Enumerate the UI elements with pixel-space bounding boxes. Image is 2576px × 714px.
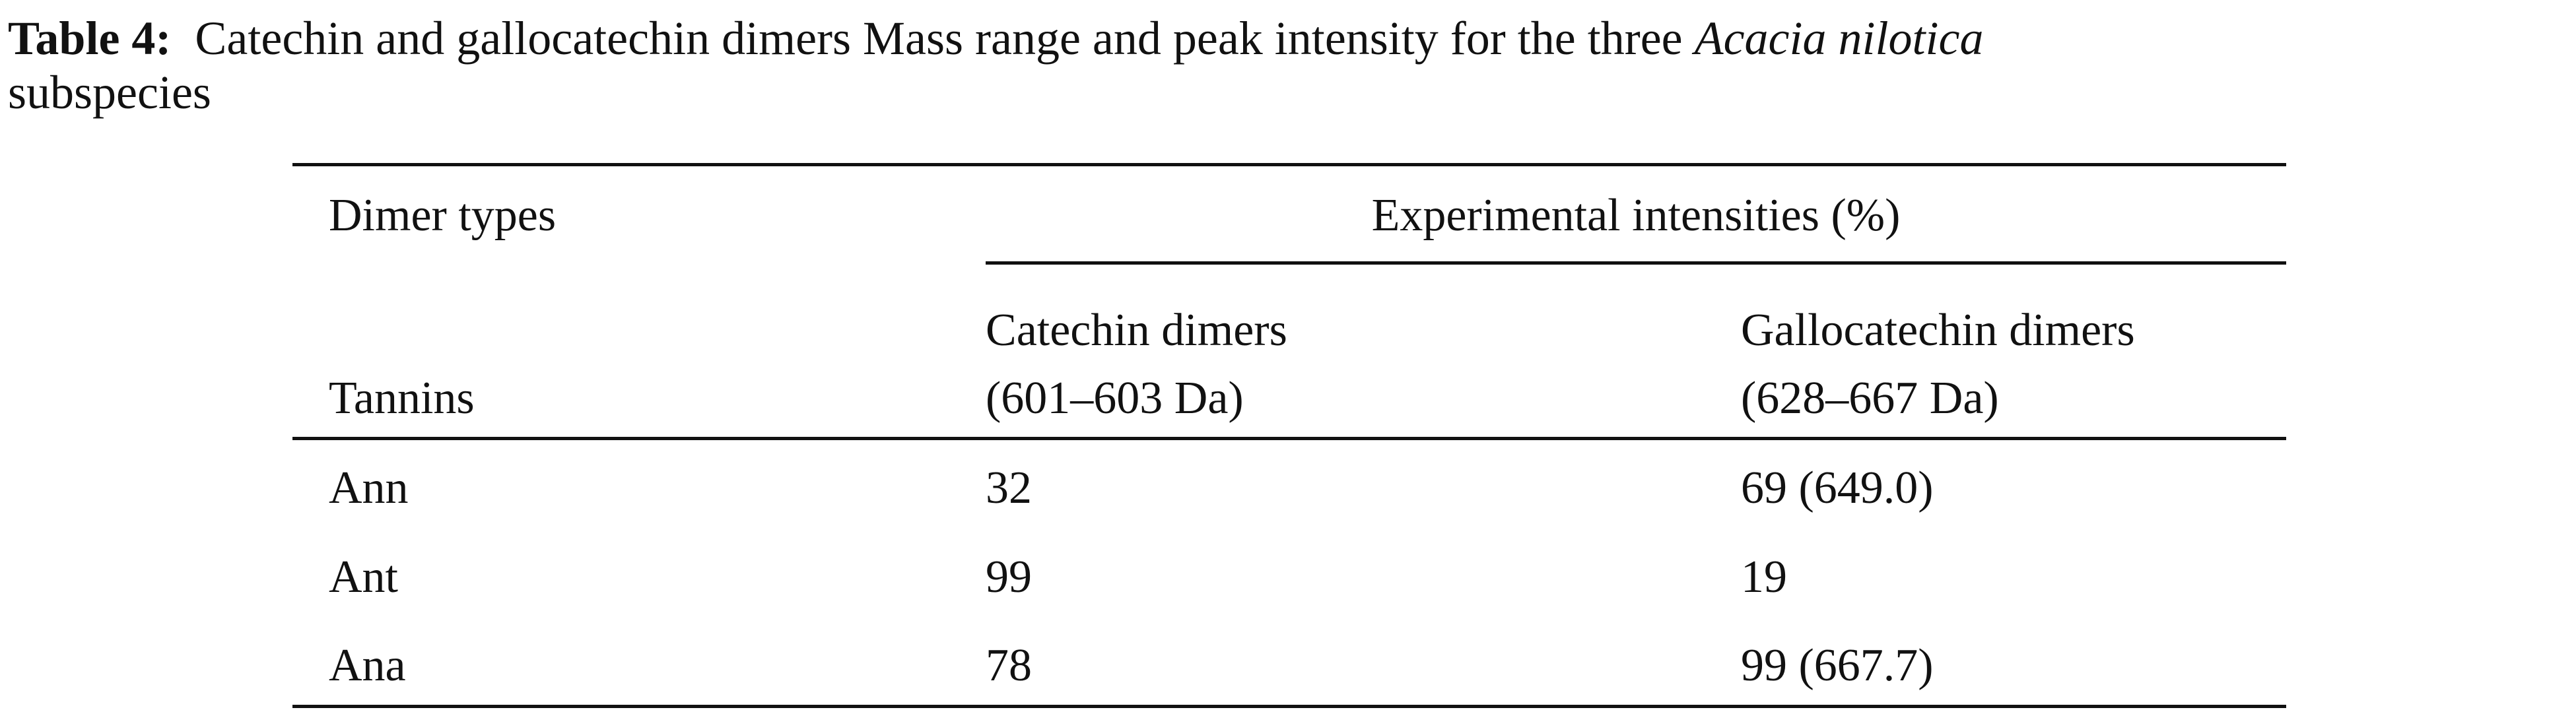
header-cell: (601–603 Da) [986,373,1244,424]
table-cell: 78 [986,640,1032,691]
caption-text: Catechin and gallocatechin dimers Mass r… [195,12,1683,65]
header-cell: Dimer types [329,190,557,241]
table-cell: 32 [986,463,1032,513]
header-rule [292,437,2286,440]
header-cell: Tannins [329,373,475,424]
table-cell: 69 (649.0) [1741,463,1934,513]
header-cell: (628–667 Da) [1741,373,1999,424]
table-cell: Ant [329,552,398,602]
table-cell: Ana [329,640,406,691]
table-cell: 99 [986,552,1032,602]
caption-label: Table 4: [8,12,172,65]
header-cell: Gallocatechin dimers [1741,305,2135,356]
caption: Table 4: Catechin and gallocatechin dime… [8,15,1983,62]
caption-species: Acacia nilotica [1694,12,1984,65]
header-cell: Catechin dimers [986,305,1287,356]
table-cell: 19 [1741,552,1787,602]
top-rule [292,163,2286,166]
table-cell: 99 (667.7) [1741,640,1934,691]
bottom-rule [292,705,2286,708]
header-group: Experimental intensities (%) [1371,190,1901,241]
table-cell: Ann [329,463,409,513]
group-rule [986,261,2286,265]
caption-end: subspecies [8,66,211,119]
